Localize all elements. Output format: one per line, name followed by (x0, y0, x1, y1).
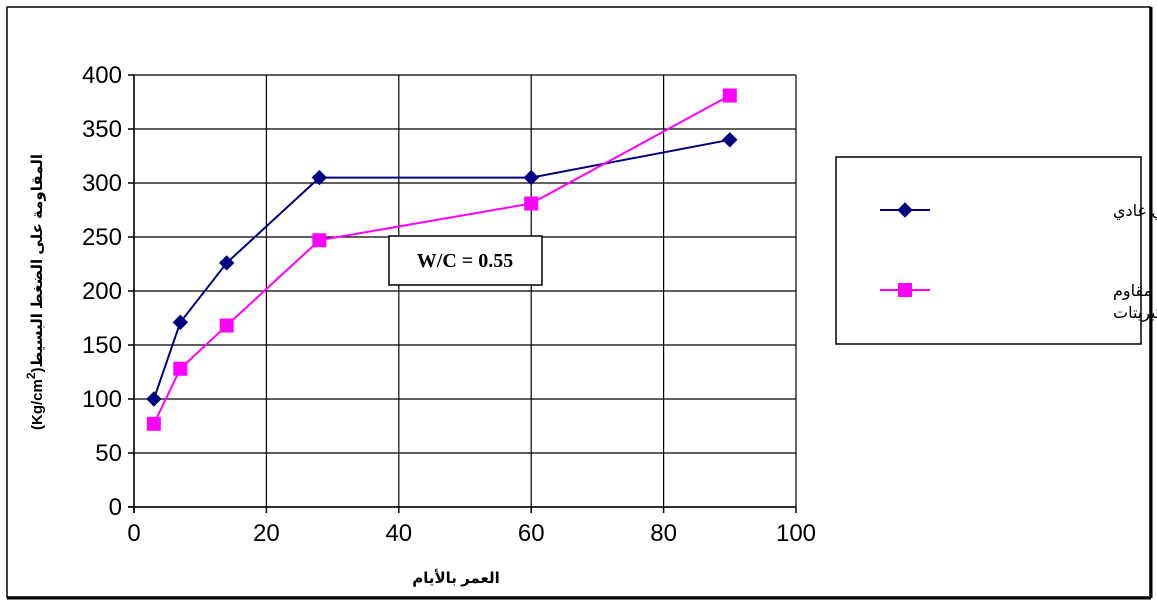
data-point-1-3 (312, 233, 327, 248)
series-layer (146, 88, 738, 431)
x-tick-label-3: 60 (518, 520, 545, 547)
data-point-1-1 (173, 361, 188, 376)
grid (133, 74, 797, 508)
y-axis-title: (Kg/cm2)المقاومة على الضغط البسيط (24, 154, 46, 430)
data-point-0-3 (311, 169, 328, 186)
y-tick-labels: 0 50 100 150 200 250 300 350 400 (82, 62, 122, 521)
data-point-0-5 (722, 132, 738, 148)
y-tick-label-2: 100 (82, 386, 122, 413)
y-axis-title-unit-open: (Kg/cm (29, 379, 46, 430)
data-point-1-2 (219, 318, 234, 333)
data-point-0-2 (218, 255, 235, 271)
annotation-box (388, 235, 543, 286)
legend-entry-1: اسمنت بورتلاندي مقاوم للكبريتات (880, 283, 1157, 323)
x-tick-label-4: 80 (650, 520, 677, 547)
y-tick-label-5: 250 (82, 224, 122, 251)
legend-marker-1 (898, 283, 912, 297)
series-0 (146, 132, 738, 407)
data-point-1-4 (524, 196, 539, 211)
legend-box (835, 156, 1142, 345)
data-point-0-1 (172, 314, 189, 331)
x-tick-label-2: 40 (385, 520, 412, 547)
series-line-1 (152, 94, 731, 425)
y-axis-title-unit-sup: 2 (24, 372, 38, 379)
series-line-0 (152, 138, 730, 400)
y-tick-label-6: 300 (82, 170, 122, 197)
legend-entry-0: اسمنت بورتلاندي عادي (880, 202, 1157, 221)
legend-marker-0 (897, 202, 913, 218)
legend-label-0-0: اسمنت بورتلاندي عادي (1113, 203, 1157, 221)
y-tick-label-4: 200 (82, 278, 122, 305)
series-1 (146, 88, 737, 431)
legend-label-1-1: للكبريتات (1113, 305, 1157, 323)
x-tick-label-1: 20 (253, 520, 280, 547)
y-tick-label-3: 150 (82, 332, 122, 359)
legend-label-1-0: اسمنت بورتلاندي مقاوم (1113, 283, 1157, 301)
y-tick-label-1: 50 (95, 440, 122, 467)
data-point-0-0 (146, 391, 162, 407)
annotation: W/C = 0.55 (388, 235, 543, 286)
y-tick-label-8: 400 (82, 62, 122, 89)
y-axis-title-main: المقاومة على الضغط البسيط (29, 154, 46, 367)
annotation-text: W/C = 0.55 (417, 250, 513, 272)
x-tick-labels: 0 20 40 60 80 100 (127, 520, 816, 547)
x-axis-title: العمر بالأيام (412, 569, 500, 587)
legend: اسمنت بورتلاندي عادي اسمنت بورتلاندي مقاو… (835, 156, 1157, 345)
data-point-1-0 (146, 416, 161, 431)
legend-entries: اسمنت بورتلاندي عادي اسمنت بورتلاندي مقاو… (880, 202, 1157, 323)
x-tick-label-5: 100 (776, 520, 816, 547)
x-tick-label-0: 0 (127, 520, 140, 547)
axes (128, 74, 797, 513)
y-axis-title-unit-close: ) (29, 367, 46, 372)
data-point-1-5 (722, 88, 737, 103)
y-tick-label-7: 350 (82, 116, 122, 143)
data-point-0-4 (523, 169, 539, 186)
y-tick-label-0: 0 (109, 494, 122, 521)
